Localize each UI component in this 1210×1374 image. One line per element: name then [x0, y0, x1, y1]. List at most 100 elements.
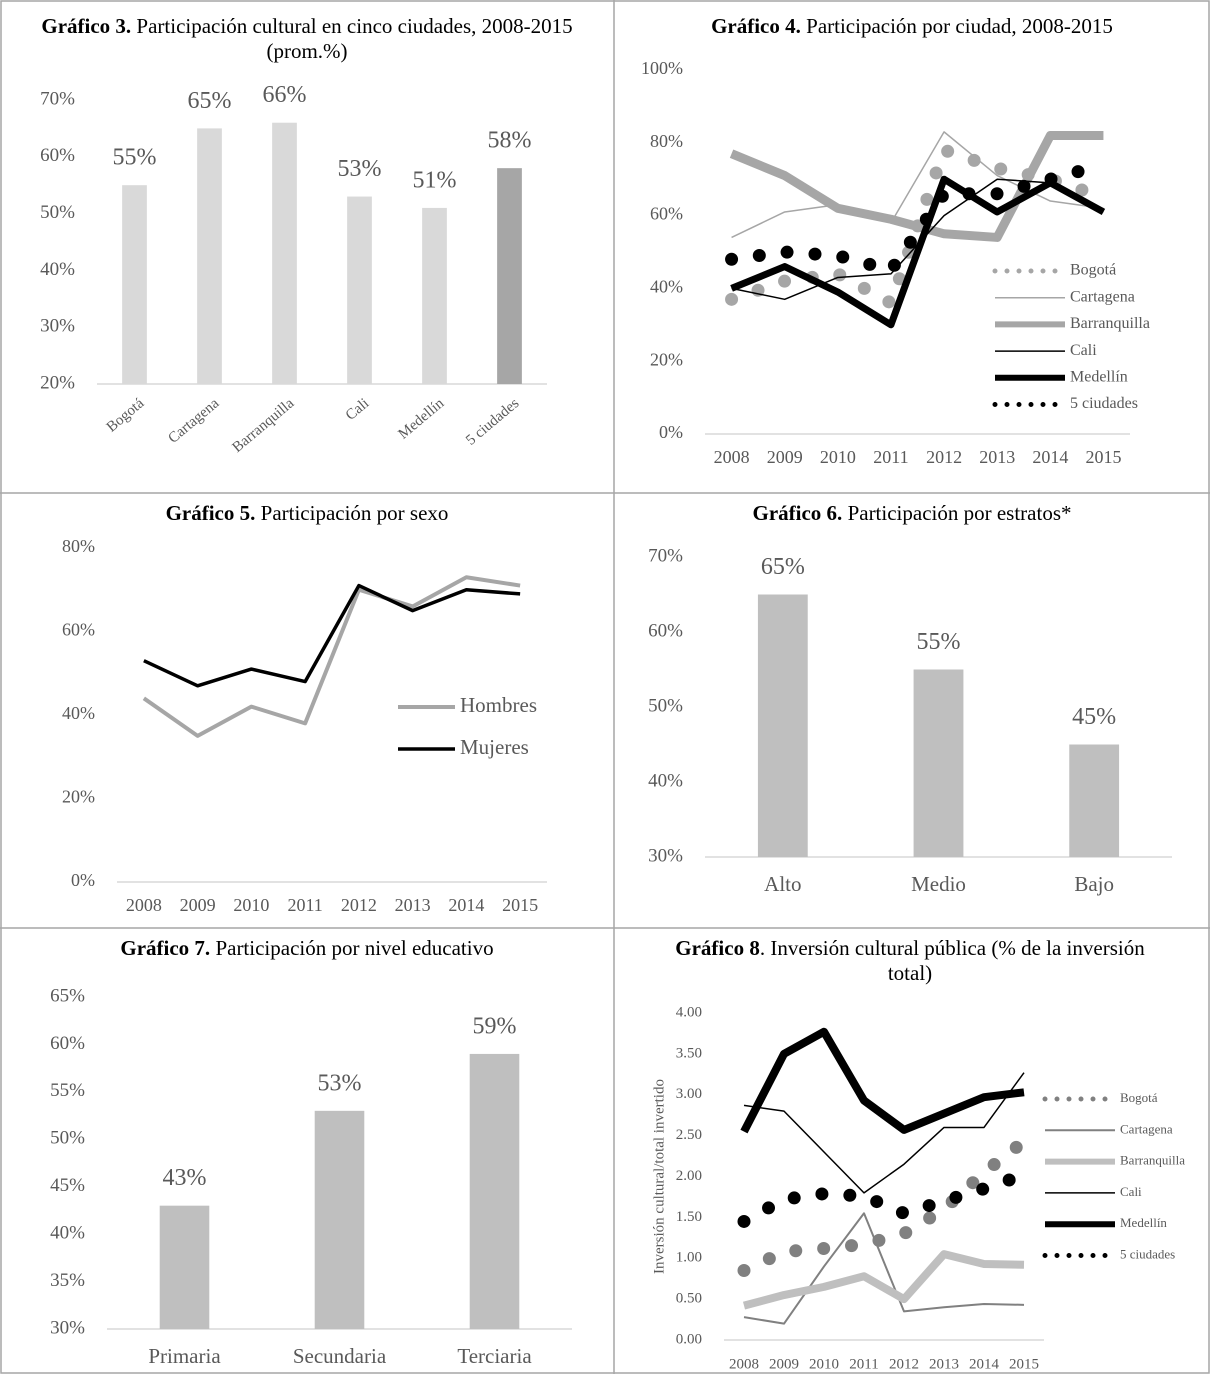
title-text: Participación cultural en cinco ciudades…: [136, 14, 573, 63]
x-tick-label: 2012: [341, 895, 377, 915]
line-series: [743, 1072, 1025, 1194]
value-label: 51%: [413, 167, 457, 193]
bar: [469, 1053, 520, 1329]
y-tick-label: 60%: [650, 204, 683, 224]
y-tick-label: 0%: [71, 870, 95, 890]
y-tick-label: 3.50: [676, 1045, 702, 1061]
x-tick-label: 2012: [889, 1356, 919, 1372]
title-text: Participación por ciudad, 2008-2015: [806, 14, 1113, 38]
y-tick-label: 1.50: [676, 1209, 702, 1225]
x-tick-label: Medellín: [396, 395, 448, 442]
bar: [497, 168, 522, 384]
legend-label: Cali: [1120, 1184, 1142, 1199]
x-tick-label: 2008: [714, 447, 750, 467]
bar: [159, 1205, 210, 1329]
x-tick-label: Secundaria: [293, 1344, 387, 1368]
y-tick-label: 1.00: [676, 1250, 702, 1266]
y-tick-label: 50%: [648, 695, 683, 716]
legend-label: Cartagena: [1070, 288, 1135, 305]
y-tick-label: 2.00: [676, 1168, 702, 1184]
x-tick-label: 2014: [969, 1356, 1000, 1372]
line-series: [737, 1168, 1031, 1228]
x-tick-label: 2009: [180, 895, 216, 915]
value-label: 53%: [338, 156, 382, 182]
legend-label: Medellín: [1120, 1215, 1167, 1230]
legend-label: Bogotá: [1120, 1090, 1158, 1105]
value-label: 55%: [113, 145, 157, 171]
legend-label: Hombres: [460, 693, 537, 717]
title-label: Gráfico 4.: [711, 14, 801, 38]
bar: [347, 196, 372, 384]
line-series: [143, 583, 521, 688]
line-series: [740, 1027, 1025, 1134]
value-label: 59%: [473, 1013, 517, 1039]
x-tick-label: Cartagena: [165, 395, 222, 447]
y-tick-label: 60%: [40, 145, 75, 166]
bar: [314, 1110, 365, 1329]
x-tick-label: 2014: [1032, 447, 1068, 467]
line-series: [142, 575, 521, 738]
value-label: 65%: [761, 554, 805, 580]
y-tick-label: 55%: [50, 1080, 85, 1101]
title-label: Gráfico 8: [675, 936, 760, 960]
title-label: Gráfico 7.: [120, 936, 211, 960]
x-tick-label: Alto: [764, 872, 801, 896]
legend-label: Cartagena: [1120, 1121, 1173, 1136]
x-tick-label: 2009: [767, 447, 803, 467]
y-tick-label: 35%: [50, 1270, 85, 1291]
value-label: 53%: [318, 1070, 362, 1096]
y-tick-label: 20%: [40, 372, 75, 393]
x-tick-label: 2010: [233, 895, 269, 915]
y-tick-label: 2.50: [676, 1127, 702, 1143]
y-axis-label: Inversión cultural/total invertido: [651, 1079, 667, 1274]
y-tick-label: 40%: [650, 277, 683, 297]
x-tick-label: Cali: [343, 395, 372, 423]
x-tick-label: Bajo: [1074, 872, 1114, 896]
x-tick-label: 2015: [1009, 1356, 1039, 1372]
y-tick-label: 30%: [648, 845, 683, 866]
title-text: . Inversión cultural pública (% de la in…: [759, 936, 1145, 985]
line-series: [743, 1212, 1025, 1325]
x-tick-label: 2010: [809, 1356, 839, 1372]
title-text: Participación por estratos*: [847, 501, 1072, 525]
x-tick-label: 2010: [820, 447, 856, 467]
y-tick-label: 50%: [40, 202, 75, 223]
y-tick-label: 70%: [40, 88, 75, 109]
y-tick-label: 0.50: [676, 1291, 702, 1307]
y-tick-label: 40%: [648, 770, 683, 791]
line-series: [729, 131, 1104, 242]
value-label: 58%: [488, 128, 532, 154]
value-label: 45%: [1072, 704, 1116, 730]
y-tick-label: 65%: [50, 985, 85, 1006]
y-tick-label: 0.00: [676, 1331, 702, 1347]
x-tick-label: Medio: [911, 872, 966, 896]
bar: [757, 594, 808, 857]
value-label: 66%: [263, 82, 307, 108]
y-tick-label: 40%: [40, 259, 75, 280]
y-tick-label: 50%: [50, 1128, 85, 1149]
bar: [272, 122, 297, 384]
value-label: 43%: [163, 1165, 207, 1191]
line-series: [730, 175, 1106, 329]
y-tick-label: 60%: [648, 620, 683, 641]
chart-title: Gráfico 3. Participación cultural en cin…: [22, 14, 592, 64]
y-tick-label: 0%: [659, 422, 683, 442]
x-tick-label: Terciaria: [457, 1344, 532, 1368]
y-tick-label: 80%: [650, 131, 683, 151]
value-label: 55%: [917, 629, 961, 655]
line-series: [725, 158, 1110, 277]
x-tick-label: 5 ciudades: [463, 395, 522, 448]
legend-label: Mujeres: [460, 735, 529, 759]
legend-label: Medellín: [1070, 368, 1128, 385]
x-tick-label: 2009: [769, 1356, 799, 1372]
x-tick-label: 2013: [929, 1356, 959, 1372]
bar: [1069, 744, 1120, 857]
y-tick-label: 80%: [62, 536, 95, 556]
title-text: Participación por nivel educativo: [215, 936, 494, 960]
y-tick-label: 70%: [648, 545, 683, 566]
y-tick-label: 3.00: [676, 1086, 702, 1102]
